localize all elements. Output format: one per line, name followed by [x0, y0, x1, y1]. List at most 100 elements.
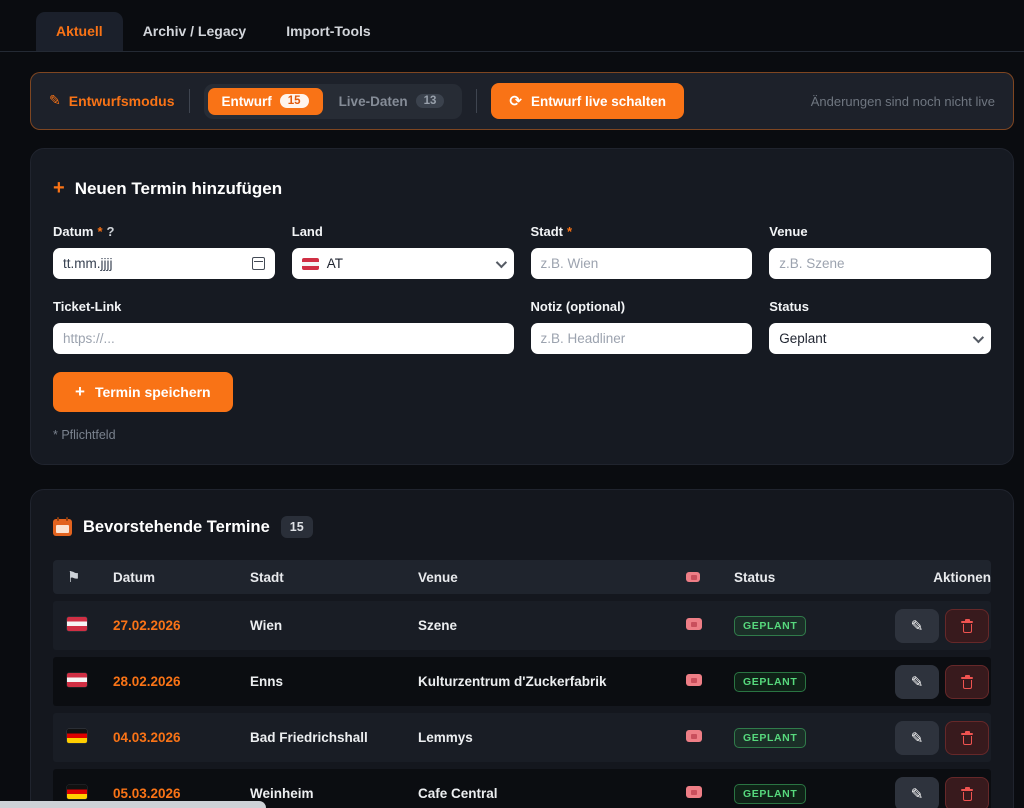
- calendar-icon[interactable]: [251, 257, 265, 270]
- form-title: Neuen Termin hinzufügen: [74, 178, 283, 198]
- status-select-value: Geplant: [779, 331, 827, 346]
- edit-button[interactable]: ✎: [895, 664, 939, 699]
- country-select[interactable]: AT: [291, 248, 514, 279]
- trash-icon: [961, 618, 973, 633]
- draft-mode-indicator: ✎ Entwurfsmodus: [49, 93, 175, 109]
- divider: [188, 89, 190, 113]
- pencil-icon: ✎: [910, 616, 924, 635]
- upcoming-count-badge: 15: [280, 516, 313, 538]
- field-ticket-link: Ticket-Link: [53, 299, 514, 354]
- row-venue: Szene: [418, 618, 458, 633]
- publish-draft-button[interactable]: ⟳ Entwurf live schalten: [491, 83, 685, 119]
- austria-flag-icon: [67, 617, 87, 631]
- required-asterisk: *: [567, 224, 573, 239]
- upcoming-dates-panel: Bevorstehende Termine 15 ⚑ Datum Stadt V…: [30, 489, 1014, 808]
- field-notiz: Notiz (optional): [530, 299, 753, 354]
- status-select[interactable]: Geplant: [769, 323, 991, 354]
- ticket-icon: [686, 618, 702, 630]
- row-venue: Kulturzentrum d'Zuckerfabrik: [418, 674, 607, 689]
- live-toggle-label: Live-Daten: [338, 93, 408, 109]
- date-input-value: tt.mm.jjjj: [63, 256, 113, 271]
- required-asterisk: *: [97, 224, 103, 239]
- chevron-down-icon: [972, 331, 985, 343]
- tab-aktuell[interactable]: Aktuell: [36, 12, 123, 51]
- tab-archiv-legacy[interactable]: Archiv / Legacy: [142, 23, 247, 39]
- row-city: Wien: [250, 618, 283, 633]
- draft-toggle-label: Entwurf: [221, 93, 272, 109]
- venue-label: Venue: [769, 224, 808, 239]
- column-datum: Datum: [113, 569, 156, 585]
- chevron-down-icon: [495, 256, 507, 268]
- plus-icon: +: [75, 382, 85, 401]
- edit-button[interactable]: ✎: [895, 776, 939, 808]
- column-stadt: Stadt: [250, 569, 284, 585]
- trash-icon: [961, 730, 973, 745]
- status-badge: GEPLANT: [734, 671, 807, 692]
- pencil-icon: ✎: [49, 93, 61, 109]
- draft-mode-bar: ✎ Entwurfsmodus Entwurf 15 Live-Daten 13…: [30, 72, 1014, 130]
- tab-import-tools[interactable]: Import-Tools: [286, 23, 371, 39]
- table-row: 28.02.2026 Enns Kulturzentrum d'Zuckerfa…: [53, 657, 991, 706]
- austria-flag-icon: [301, 257, 319, 270]
- delete-button[interactable]: [945, 664, 989, 699]
- required-field-hint: * Pflichtfeld: [53, 428, 116, 442]
- draft-count-badge: 15: [279, 94, 309, 108]
- row-date: 27.02.2026: [113, 618, 181, 633]
- help-mark: ?: [106, 224, 115, 239]
- status-badge: GEPLANT: [734, 615, 807, 636]
- field-venue: Venue: [769, 224, 991, 279]
- field-stadt: Stadt *: [530, 224, 753, 279]
- delete-button[interactable]: [945, 720, 989, 755]
- save-date-button[interactable]: + Termin speichern: [53, 372, 233, 412]
- row-venue: Lemmys: [418, 730, 473, 745]
- city-input[interactable]: [530, 248, 753, 279]
- delete-button[interactable]: [945, 776, 989, 808]
- draft-toggle-button[interactable]: Entwurf 15: [207, 87, 323, 115]
- ticket-icon: [686, 786, 702, 798]
- row-date: 05.03.2026: [113, 786, 181, 801]
- ticket-icon: [686, 674, 702, 686]
- germany-flag-icon: [67, 729, 87, 743]
- publish-button-label: Entwurf live schalten: [530, 93, 667, 109]
- date-input[interactable]: tt.mm.jjjj: [53, 248, 275, 279]
- ticket-icon: [686, 571, 700, 582]
- draft-mode-label: Entwurfsmodus: [68, 93, 175, 109]
- status-badge: GEPLANT: [734, 727, 807, 748]
- note-input[interactable]: [530, 323, 753, 354]
- trash-icon: [961, 674, 973, 689]
- field-status: Status Geplant: [769, 299, 991, 354]
- data-source-toggle: Entwurf 15 Live-Daten 13: [203, 83, 463, 119]
- table-header-row: ⚑ Datum Stadt Venue Status Aktionen: [53, 560, 991, 594]
- germany-flag-icon: [67, 785, 87, 799]
- ticket-link-label: Ticket-Link: [53, 299, 122, 314]
- datum-label: Datum * ?: [53, 224, 115, 239]
- pencil-icon: ✎: [910, 784, 924, 803]
- edit-button[interactable]: ✎: [895, 720, 939, 755]
- trash-icon: [961, 786, 973, 801]
- column-venue: Venue: [418, 569, 458, 585]
- country-select-value: AT: [326, 256, 343, 271]
- table-row: 27.02.2026 Wien Szene GEPLANT ✎: [53, 601, 991, 650]
- top-tab-bar: Aktuell Archiv / Legacy Import-Tools: [0, 0, 1024, 52]
- row-date: 28.02.2026: [113, 674, 181, 689]
- table-body: 27.02.2026 Wien Szene GEPLANT ✎ 28.02.20…: [53, 601, 991, 808]
- browser-status-tooltip: [0, 801, 266, 808]
- pencil-icon: ✎: [910, 728, 924, 747]
- austria-flag-icon: [67, 673, 87, 687]
- live-data-toggle-button[interactable]: Live-Daten 13: [325, 88, 459, 115]
- row-city: Bad Friedrichshall: [250, 730, 368, 745]
- ticket-link-input[interactable]: [53, 323, 514, 354]
- sync-icon: ⟳: [509, 92, 522, 110]
- upcoming-title: Bevorstehende Termine: [83, 517, 270, 536]
- new-date-form-panel: + Neuen Termin hinzufügen Datum * ? tt.m…: [30, 148, 1014, 465]
- status-label: Status: [769, 299, 809, 314]
- delete-button[interactable]: [945, 608, 989, 643]
- status-badge: GEPLANT: [734, 783, 807, 804]
- row-date: 04.03.2026: [113, 730, 181, 745]
- divider: [476, 89, 478, 113]
- field-land: Land AT: [291, 224, 514, 279]
- edit-button[interactable]: ✎: [895, 608, 939, 643]
- table-row: 04.03.2026 Bad Friedrichshall Lemmys GEP…: [53, 713, 991, 762]
- column-status: Status: [734, 569, 776, 585]
- venue-input[interactable]: [769, 248, 991, 279]
